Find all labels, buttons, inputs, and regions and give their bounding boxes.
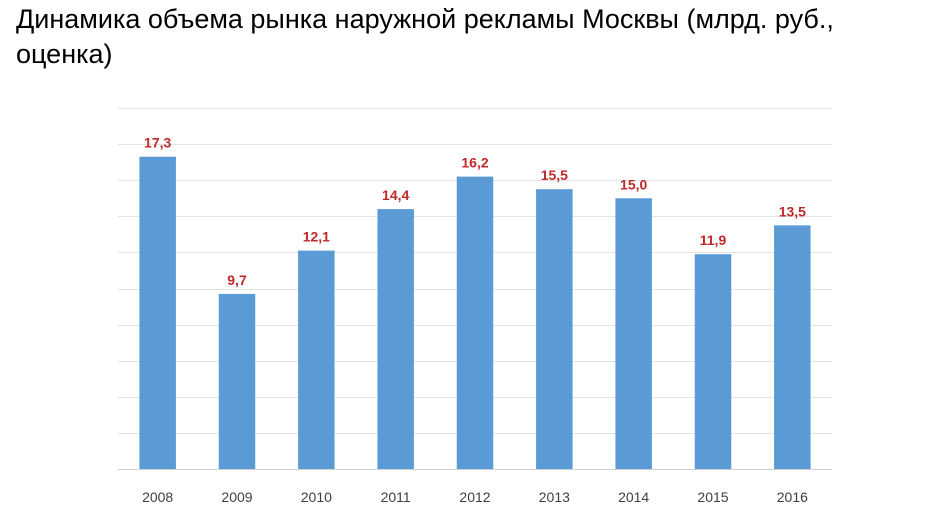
bar-2011 [377,209,414,469]
data-label-2014: 15,0 [620,176,647,192]
data-label-2011: 14,4 [382,187,409,203]
bars [139,156,811,470]
x-tick-label-2008: 2008 [142,489,173,505]
data-label-2008: 17,3 [144,135,171,151]
x-tick-label-2015: 2015 [697,489,728,505]
bar-2014 [615,198,652,469]
data-label-2010: 12,1 [303,229,330,245]
bar-2013 [536,189,573,469]
data-label-2013: 15,5 [541,167,568,183]
x-tick-label-2009: 2009 [221,489,252,505]
bar-2009 [218,293,256,469]
bar-2010 [298,250,335,469]
x-tick-label-2011: 2011 [381,489,411,505]
bar-2008 [139,156,176,470]
x-axis-ticks: 2008 2009 2010 2011 2012 2013 2014 2015 2016 [142,489,808,505]
data-label-2016: 13,5 [779,203,806,219]
x-tick-label-2014: 2014 [618,489,649,505]
data-label-2009: 9,7 [227,272,247,288]
x-tick-label-2010: 2010 [301,489,332,505]
x-tick-label-2013: 2013 [539,489,570,505]
bar-2015 [694,254,732,469]
value-labels: 17,3 9,7 12,1 14,4 16,2 15,5 15,0 11,9 13,5 [144,135,806,288]
x-tick-label-2012: 2012 [459,489,490,505]
data-label-2012: 16,2 [461,155,488,171]
x-tick-label-2016: 2016 [777,489,808,505]
bar-2012 [456,176,494,469]
data-label-2015: 11,9 [700,232,727,248]
chart-title: Динамика объема рынка наружной рекламы М… [16,4,834,69]
bar-2016 [774,225,811,469]
